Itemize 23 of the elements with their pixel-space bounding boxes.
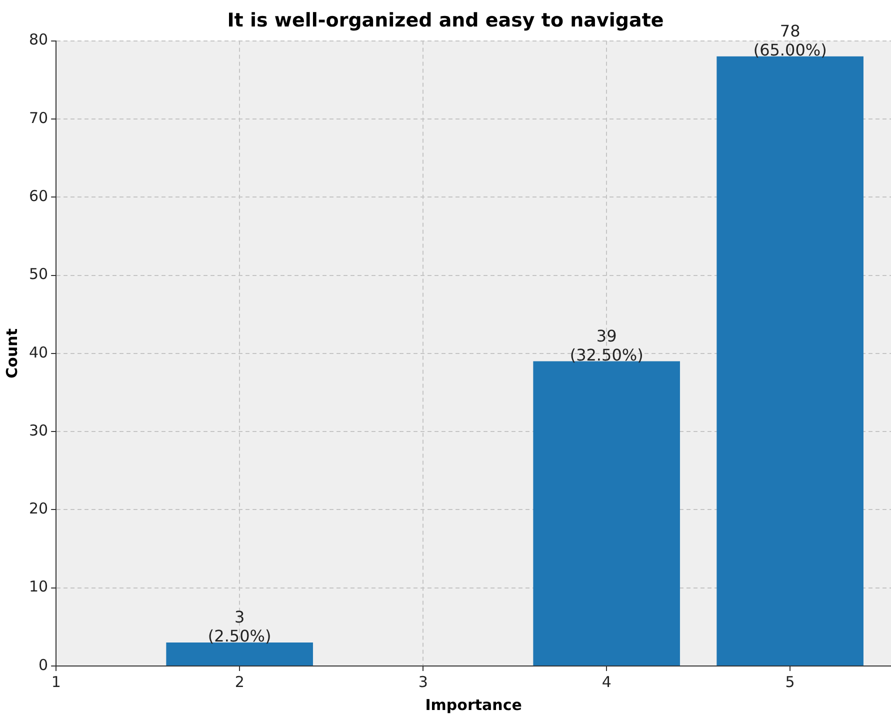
x-tick-label: 1 [51, 672, 61, 691]
x-tick-label: 3 [418, 672, 428, 691]
x-axis-title: Importance [425, 696, 522, 714]
x-tick-label: 2 [234, 672, 244, 691]
y-tick-label: 10 [28, 578, 48, 596]
y-tick-label: 20 [28, 500, 48, 518]
y-tick-label: 30 [28, 421, 48, 440]
x-tick-label: 4 [602, 672, 612, 691]
y-tick-label: 80 [28, 30, 48, 49]
bar [166, 642, 313, 666]
x-tick-label: 5 [785, 672, 795, 691]
data-label: 39 (32.50%) [570, 326, 644, 364]
y-tick-label: 50 [28, 265, 48, 284]
bar [533, 361, 680, 666]
data-label: 78 (65.00%) [753, 22, 827, 60]
y-tick-label: 70 [28, 108, 48, 127]
y-tick-label: 40 [28, 343, 48, 362]
y-axis-title: Count [2, 328, 21, 378]
bar [716, 56, 864, 666]
y-tick-label: 0 [38, 656, 48, 674]
data-label: 3 (2.50%) [208, 608, 272, 646]
y-tick-label: 60 [28, 186, 48, 205]
chart-title: It is well-organized and easy to navigate [227, 9, 664, 32]
